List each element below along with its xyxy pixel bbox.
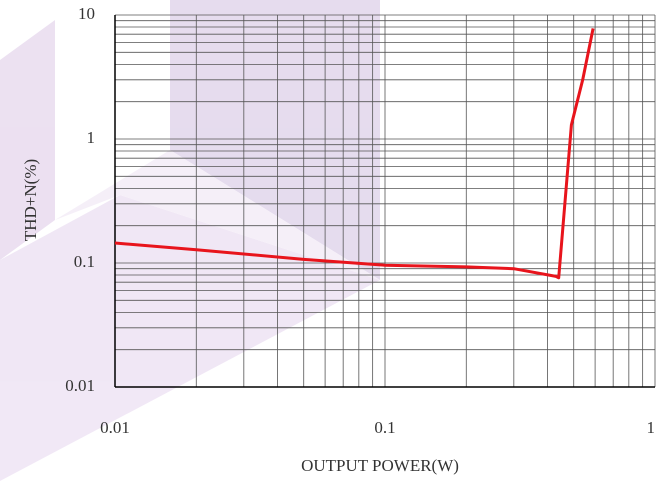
- y-axis-label: THD+N(%): [21, 159, 40, 241]
- x-tick-label: 0.1: [374, 418, 395, 437]
- x-tick-label: 0.01: [100, 418, 130, 437]
- y-tick-label: 1: [87, 128, 96, 147]
- data-line: [114, 28, 595, 280]
- y-tick-label: 0.1: [74, 252, 95, 271]
- y-tick-label: 10: [78, 4, 95, 23]
- watermark: [0, 0, 380, 481]
- x-tick-label: 1: [647, 418, 656, 437]
- x-axis-label: OUTPUT POWER(W): [301, 456, 459, 475]
- y-tick-label: 0.01: [65, 376, 95, 395]
